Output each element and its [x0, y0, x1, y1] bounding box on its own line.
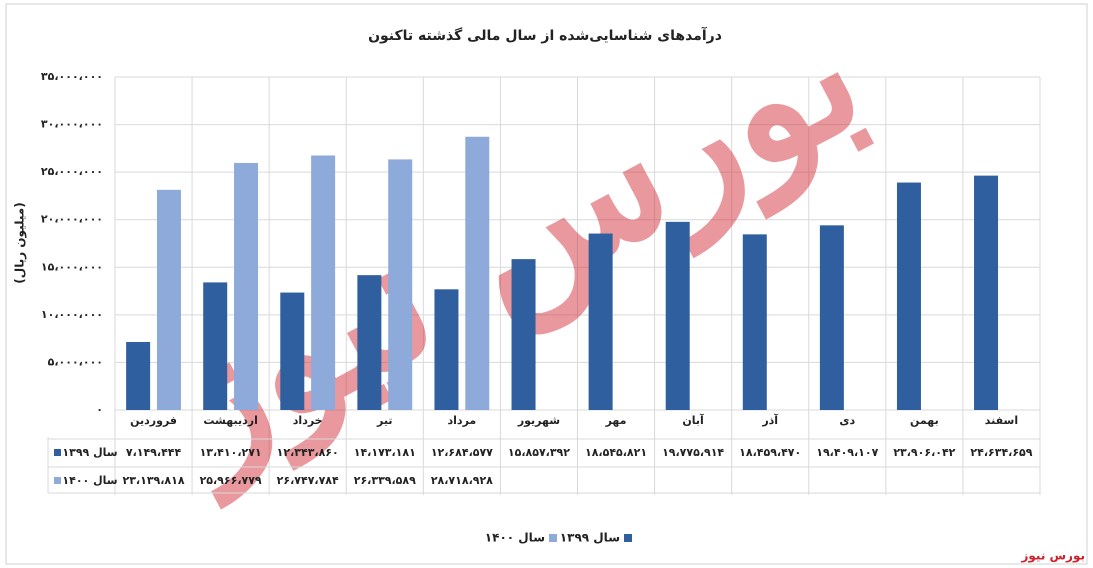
bar	[280, 292, 305, 410]
x-tick-label: مهر	[605, 414, 627, 427]
table-series-name: سال ۱۳۹۹	[62, 446, 117, 459]
y-tick-label: ۳۰،۰۰۰،۰۰۰	[41, 118, 103, 131]
table-value: ۱۲،۶۸۴،۵۷۷	[431, 446, 493, 459]
table-value: ۲۸،۷۱۸،۹۲۸	[431, 474, 493, 487]
bar	[203, 282, 228, 410]
table-value: ۲۶،۷۴۷،۷۸۴	[277, 474, 339, 487]
bar	[357, 275, 382, 410]
bar	[742, 234, 767, 410]
bar	[974, 175, 999, 410]
x-tick-label: فروردین	[130, 414, 177, 427]
table-value: ۲۳،۹۰۶،۰۴۲	[893, 446, 955, 459]
legend-key	[549, 534, 557, 542]
bar	[311, 155, 336, 410]
table-value: ۱۸،۵۴۵،۸۲۱	[585, 446, 647, 459]
table-value: ۱۳،۴۱۰،۲۷۱	[200, 446, 262, 459]
y-tick-label: ۱۰،۰۰۰،۰۰۰	[41, 308, 103, 321]
legend-label: سال ۱۴۰۰	[485, 531, 545, 545]
table-value: ۱۹،۴۰۹،۱۰۷	[816, 446, 878, 459]
x-tick-label: اردیبهشت	[203, 414, 257, 427]
x-tick-label: دی	[839, 414, 855, 427]
y-tick-label: ۳۵،۰۰۰،۰۰۰	[41, 70, 103, 83]
bar	[588, 233, 613, 410]
bar	[126, 341, 151, 410]
bar	[388, 159, 413, 410]
table-value: ۷،۱۴۹،۴۴۴	[126, 446, 182, 459]
x-tick-label: مرداد	[448, 414, 477, 427]
table-value: ۲۶،۳۳۹،۵۸۹	[354, 474, 416, 487]
bar	[819, 225, 844, 410]
bar	[465, 136, 490, 410]
x-tick-label: اسفند	[985, 414, 1018, 427]
bar	[234, 162, 259, 410]
chart-title: درآمدهای شناسایی‌شده از سال مالی گذشته ت…	[368, 26, 722, 44]
y-tick-label: ۰	[96, 403, 103, 416]
bar	[511, 259, 536, 410]
legend-label: سال ۱۳۹۹	[560, 531, 620, 545]
x-tick-label: خرداد	[293, 414, 323, 427]
x-tick-label: شهریور	[517, 414, 560, 427]
table-value: ۱۵،۸۵۷،۳۹۲	[508, 446, 570, 459]
y-tick-label: ۵،۰۰۰،۰۰۰	[48, 355, 103, 368]
y-tick-label: ۱۵،۰۰۰،۰۰۰	[41, 260, 103, 273]
table-series-name: سال ۱۴۰۰	[62, 474, 117, 487]
legend-key	[624, 534, 632, 542]
table-value: ۱۸،۴۵۹،۴۷۰	[739, 446, 801, 459]
x-tick-label: تیر	[376, 414, 392, 427]
y-tick-label: ۲۵،۰۰۰،۰۰۰	[41, 165, 103, 178]
bar	[665, 221, 690, 410]
x-tick-label: بهمن	[910, 414, 939, 427]
table-value: ۲۳،۱۳۹،۸۱۸	[123, 474, 185, 487]
table-value: ۱۴،۱۷۳،۱۸۱	[354, 446, 416, 459]
source: بورس نیوز	[1020, 549, 1085, 564]
x-tick-label: آذر	[761, 413, 778, 427]
table-value: ۲۴،۶۳۴،۶۵۹	[970, 446, 1032, 459]
table-value: ۲۵،۹۶۶،۷۷۹	[200, 474, 262, 487]
bar	[896, 182, 921, 410]
legend-key	[54, 449, 61, 456]
bar	[434, 289, 459, 410]
y-axis-label: (میلیون ریال)	[13, 202, 28, 283]
table-value: ۱۲،۳۴۳،۸۶۰	[277, 446, 339, 459]
table-value: ۱۹،۷۷۵،۹۱۴	[662, 446, 724, 459]
y-tick-label: ۲۰،۰۰۰،۰۰۰	[41, 213, 103, 226]
legend-key	[54, 477, 61, 484]
x-tick-label: آبان	[682, 413, 704, 427]
bar	[156, 189, 181, 410]
